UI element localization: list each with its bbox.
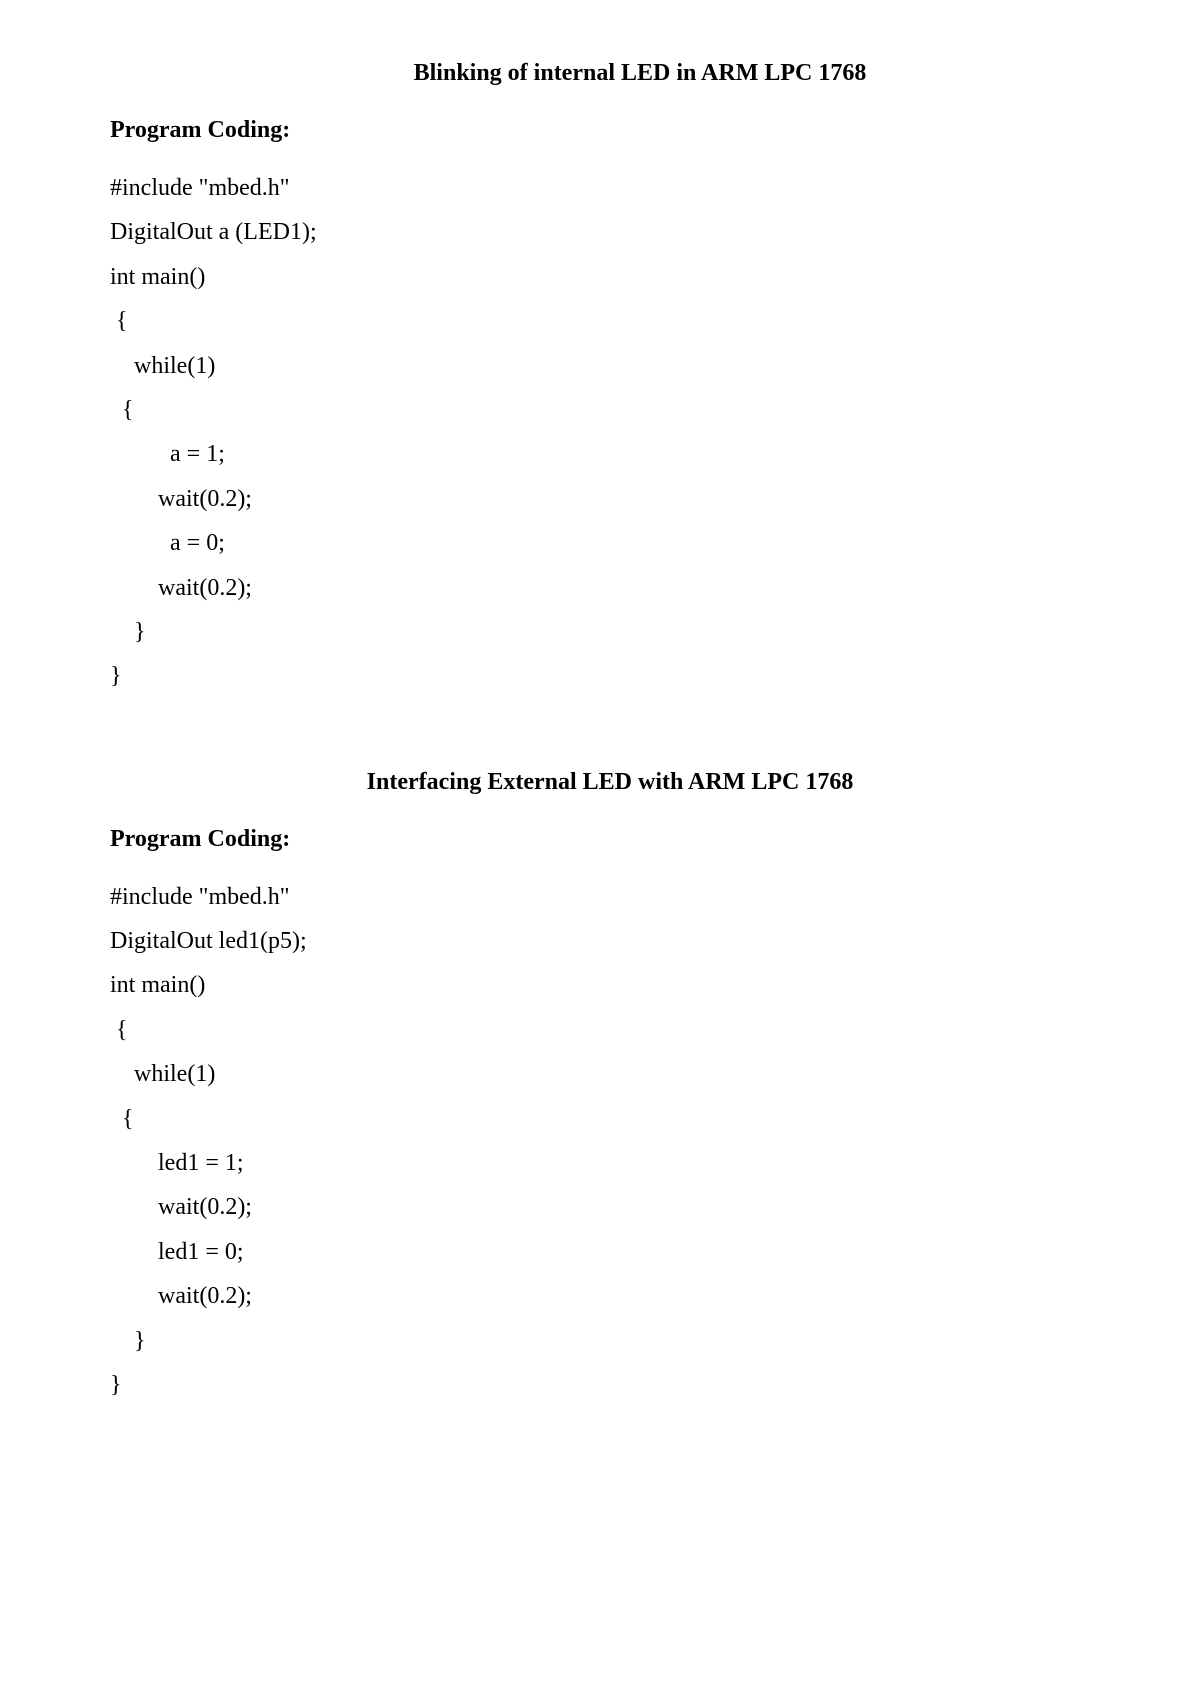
code-line: int main() — [110, 963, 1090, 1007]
code-line: while(1) — [110, 1052, 1090, 1096]
code-line: led1 = 0; — [110, 1230, 1090, 1274]
code-line: } — [110, 654, 1090, 698]
code-line: } — [110, 1319, 1090, 1363]
code-line: a = 1; — [110, 432, 1090, 476]
code-line: } — [110, 610, 1090, 654]
section2-code-block: #include "mbed.h" DigitalOut led1(p5); i… — [110, 875, 1090, 1408]
code-line: #include "mbed.h" — [110, 166, 1090, 210]
code-line: led1 = 1; — [110, 1141, 1090, 1185]
section1-heading: Program Coding: — [110, 117, 1090, 144]
code-line: DigitalOut a (LED1); — [110, 210, 1090, 254]
section1-title: Blinking of internal LED in ARM LPC 1768 — [110, 60, 1090, 87]
document-page: Blinking of internal LED in ARM LPC 1768… — [110, 60, 1090, 1407]
code-line: while(1) — [110, 344, 1090, 388]
code-line: { — [110, 1097, 1090, 1141]
code-line: a = 0; — [110, 521, 1090, 565]
code-line: wait(0.2); — [110, 566, 1090, 610]
code-line: wait(0.2); — [110, 1274, 1090, 1318]
code-line: int main() — [110, 255, 1090, 299]
code-line: { — [110, 1008, 1090, 1052]
code-line: wait(0.2); — [110, 477, 1090, 521]
code-line: { — [110, 388, 1090, 432]
code-line: DigitalOut led1(p5); — [110, 919, 1090, 963]
code-line: } — [110, 1363, 1090, 1407]
section2-heading: Program Coding: — [110, 826, 1090, 853]
code-line: #include "mbed.h" — [110, 875, 1090, 919]
section1-code-block: #include "mbed.h" DigitalOut a (LED1); i… — [110, 166, 1090, 699]
code-line: { — [110, 299, 1090, 343]
section-divider — [110, 699, 1090, 769]
code-line: wait(0.2); — [110, 1185, 1090, 1229]
section2-title: Interfacing External LED with ARM LPC 17… — [110, 769, 1090, 796]
